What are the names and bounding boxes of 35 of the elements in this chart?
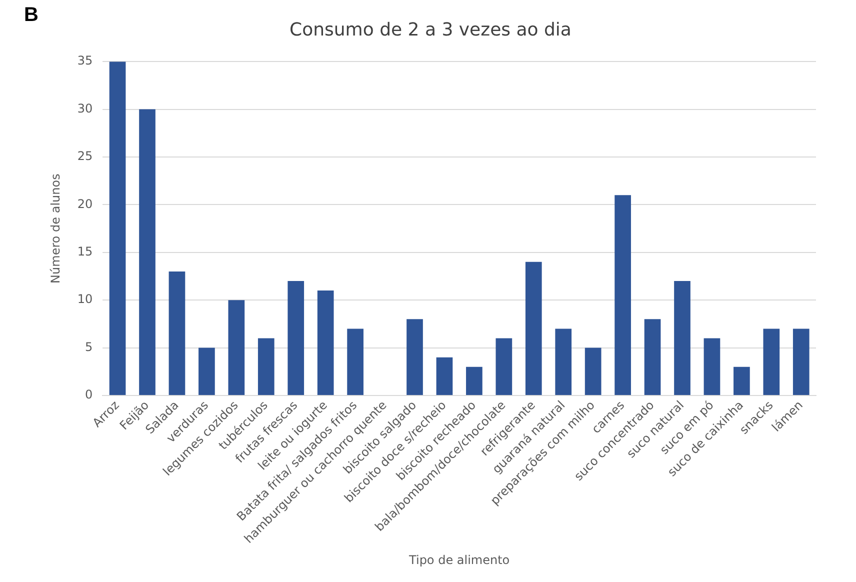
y-tick-label: 10 [77,292,93,306]
bar [139,109,156,395]
bar [584,348,602,395]
bar [109,62,126,395]
bar [644,319,661,395]
y-tick-label: 25 [77,149,93,164]
bar [792,328,810,395]
chart-title: Consumo de 2 a 3 vezes ao dia [290,19,572,40]
y-tick-label: 35 [77,54,93,68]
text: B [24,4,38,27]
y-tick-label: 5 [85,340,93,354]
y-tick-label: 20 [77,196,93,211]
bar [496,338,512,395]
bar [525,262,542,395]
bar [466,366,482,395]
bar [347,328,364,395]
bar [763,328,780,395]
bar [614,195,631,395]
y-axis-title: Número de alunos [48,174,62,284]
bar [228,300,245,395]
y-tick-label: 0 [85,388,93,402]
bar [555,328,572,395]
bar [168,271,186,395]
y-tick-label: 15 [77,244,93,259]
bar [406,319,423,395]
bar [704,338,720,395]
bar [198,348,215,395]
bar [734,366,750,395]
bar [317,290,334,395]
bar [674,281,690,395]
bar [288,281,304,395]
y-tick-label: 30 [77,101,93,116]
x-axis-title: Tipo de alimento [408,552,510,567]
bar [436,357,453,395]
bar [258,338,274,395]
